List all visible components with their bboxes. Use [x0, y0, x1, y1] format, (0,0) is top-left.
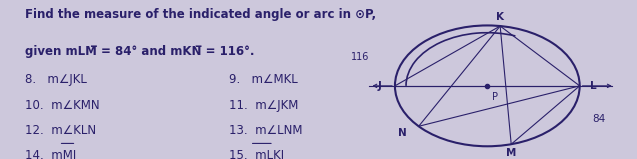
Text: P: P	[492, 92, 498, 102]
Text: 10.  m∠KMN: 10. m∠KMN	[25, 99, 100, 112]
Text: 8.   m∠JKL: 8. m∠JKL	[25, 73, 87, 86]
Text: 11.  m∠JKM: 11. m∠JKM	[229, 99, 299, 112]
Text: 116: 116	[351, 52, 369, 62]
Text: 84: 84	[592, 114, 606, 124]
Text: 9.   m∠MKL: 9. m∠MKL	[229, 73, 298, 86]
Text: given mLM̅ = 84° and mKN̅ = 116°.: given mLM̅ = 84° and mKN̅ = 116°.	[25, 45, 255, 58]
Text: Find the measure of the indicated angle or arc in ⊙P,: Find the measure of the indicated angle …	[25, 8, 376, 21]
Text: K: K	[496, 12, 504, 22]
Text: N: N	[398, 128, 407, 138]
Text: J: J	[377, 81, 381, 91]
Text: 15.  mLKJ: 15. mLKJ	[229, 149, 285, 159]
Text: L: L	[590, 81, 597, 91]
Text: 14.  mMJ: 14. mMJ	[25, 149, 76, 159]
Text: M: M	[506, 148, 517, 158]
Text: 12.  m∠KLN: 12. m∠KLN	[25, 124, 97, 137]
Text: 13.  m∠LNM: 13. m∠LNM	[229, 124, 303, 137]
